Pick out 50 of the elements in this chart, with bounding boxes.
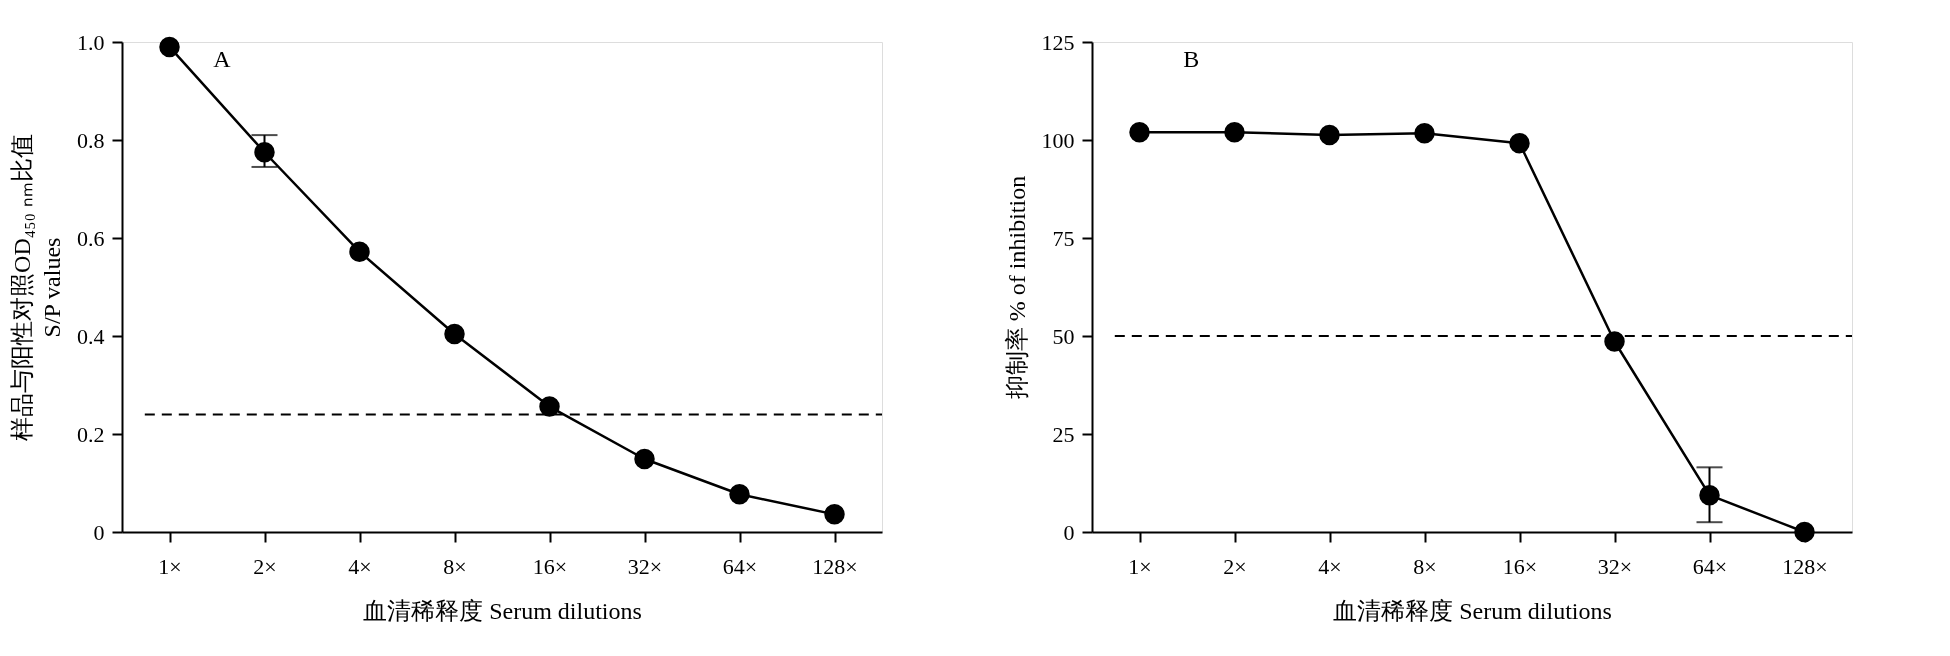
point <box>444 323 465 345</box>
x-tick-label: 128× <box>1782 553 1828 579</box>
x-tick-label: 64× <box>722 553 758 579</box>
point <box>1509 132 1530 154</box>
y-tick-label: 75 <box>1052 225 1075 251</box>
point <box>539 396 560 417</box>
annotation: B <box>1183 46 1200 72</box>
x-tick-label: 128× <box>812 553 858 579</box>
y-tick-label: 0 <box>1063 519 1075 545</box>
y-tick-label: 50 <box>1052 323 1075 349</box>
x-tick-label: 4× <box>348 553 372 579</box>
x-tick-label: 64× <box>1692 553 1728 579</box>
x-tick-label: 8× <box>443 553 467 579</box>
x-tick-label: 1× <box>1128 553 1152 579</box>
x-tick-label: 4× <box>1318 553 1342 579</box>
y-tick-label: 0.2 <box>77 421 105 447</box>
x-tick-label: 2× <box>1223 553 1247 579</box>
x-axis-title: 血清稀释度 Serum dilutions <box>1333 597 1612 624</box>
point <box>729 484 750 505</box>
y-tick-label: 100 <box>1041 127 1075 153</box>
point <box>349 241 370 262</box>
x-tick-label: 2× <box>253 553 277 579</box>
point <box>1414 123 1435 144</box>
y-tick-label: 0.6 <box>77 225 105 251</box>
point <box>1224 121 1245 143</box>
annotation: A <box>213 46 232 72</box>
y-axis-title: 样品与阳性对照OD₄₅₀ ₙₘ比值 S/P values <box>9 134 65 441</box>
point <box>159 36 180 58</box>
point <box>824 504 845 525</box>
y-tick-label: 125 <box>1041 29 1075 55</box>
y-tick-label: 0.8 <box>77 127 105 153</box>
y-tick-label: 25 <box>1052 421 1075 447</box>
y-tick-label: 0.4 <box>77 323 105 349</box>
x-tick-label: 1× <box>158 553 182 579</box>
point <box>1699 484 1720 506</box>
point <box>1604 331 1625 352</box>
x-tick-label: 16× <box>1502 553 1538 579</box>
point <box>1794 521 1815 543</box>
x-tick-label: 8× <box>1413 553 1437 579</box>
y-tick-label: 1.0 <box>77 29 105 55</box>
point <box>1319 124 1340 146</box>
y-axis-title: 抑制率 % of inhibition <box>1003 175 1030 400</box>
x-tick-label: 32× <box>1597 553 1633 579</box>
point <box>254 142 275 163</box>
point <box>1129 121 1150 143</box>
x-tick-label: 16× <box>532 553 568 579</box>
y-tick-label: 0 <box>93 519 105 545</box>
x-axis-title: 血清稀释度 Serum dilutions <box>363 597 642 624</box>
point <box>634 448 655 470</box>
x-tick-label: 32× <box>627 553 663 579</box>
